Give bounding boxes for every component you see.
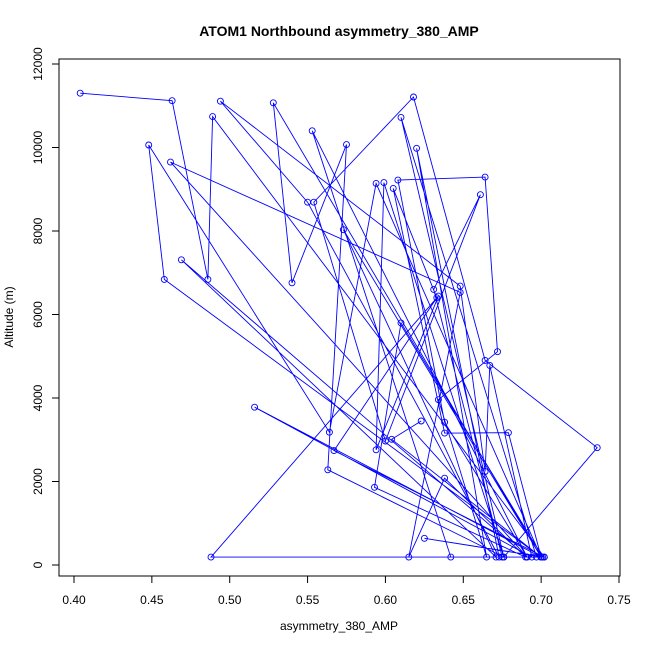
data-point <box>405 553 413 561</box>
data-point <box>371 483 378 491</box>
data-point <box>456 288 464 296</box>
x-axis: 0.40 0.45 0.50 0.55 0.60 0.65 0.70 0.75 <box>62 575 631 607</box>
data-point <box>177 256 185 264</box>
data-point <box>304 198 312 206</box>
data-point <box>481 356 489 364</box>
data-point <box>537 553 545 561</box>
x-tick-label: 0.45 <box>140 593 164 607</box>
data-point <box>486 361 494 369</box>
x-tick-label: 0.55 <box>296 593 320 607</box>
plot-frame <box>58 58 621 577</box>
data-point <box>483 553 491 561</box>
x-axis-label: asymmetry_380_AMP <box>280 619 398 633</box>
y-axis-label: Altitude (m) <box>2 286 16 347</box>
series-layer <box>76 89 601 561</box>
data-point <box>325 428 333 436</box>
data-point <box>434 292 442 300</box>
data-point <box>494 348 501 356</box>
data-point <box>388 435 396 443</box>
data-point <box>492 553 500 561</box>
data-point <box>380 179 388 187</box>
data-point <box>420 534 428 542</box>
data-point <box>593 444 601 452</box>
y-tick-label: 4000 <box>31 384 45 411</box>
data-point <box>441 474 449 482</box>
data-point <box>339 226 347 234</box>
data-point <box>413 144 421 152</box>
data-point <box>410 93 417 101</box>
y-axis: 0 2000 4000 6000 8000 10000 12000 <box>31 47 60 568</box>
y-tick-label: 6000 <box>31 301 45 328</box>
data-point <box>288 279 296 287</box>
data-point <box>372 446 380 454</box>
data-point <box>394 176 402 184</box>
data-point <box>495 553 503 561</box>
data-point <box>209 113 217 121</box>
data-point <box>372 179 380 187</box>
data-point <box>430 285 438 293</box>
y-tick-label: 12000 <box>31 47 45 81</box>
x-tick-label: 0.75 <box>607 593 631 607</box>
data-point <box>500 553 508 561</box>
data-point <box>504 429 512 437</box>
y-tick-label: 8000 <box>31 217 45 244</box>
data-point <box>145 141 153 149</box>
data-point <box>397 113 405 121</box>
y-tick-label: 2000 <box>31 468 45 495</box>
data-point <box>434 396 442 404</box>
y-tick-label: 0 <box>31 561 45 568</box>
data-point <box>433 294 441 302</box>
data-point <box>330 447 338 455</box>
data-point <box>417 417 425 425</box>
data-point <box>381 437 389 445</box>
data-point <box>207 553 215 561</box>
data-point <box>76 89 84 97</box>
series-line <box>80 92 598 559</box>
x-tick-label: 0.60 <box>374 593 398 607</box>
x-tick-label: 0.50 <box>218 593 242 607</box>
data-point <box>447 553 455 561</box>
data-point <box>389 184 397 192</box>
chart-title: ATOM1 Northbound asymmetry_380_AMP <box>199 23 479 39</box>
data-point <box>397 319 405 327</box>
data-point <box>481 468 489 475</box>
data-point <box>308 127 316 135</box>
data-point <box>441 429 449 437</box>
x-tick-label: 0.70 <box>529 593 553 607</box>
x-tick-label: 0.65 <box>452 593 476 607</box>
data-point <box>441 418 449 426</box>
data-point <box>167 158 174 166</box>
data-point <box>204 275 212 283</box>
data-point <box>343 141 350 149</box>
data-point <box>269 99 277 107</box>
data-point <box>251 403 259 411</box>
data-point <box>481 173 489 181</box>
data-point <box>160 275 168 283</box>
y-tick-label: 10000 <box>31 130 45 164</box>
data-point <box>324 466 332 474</box>
data-point <box>523 553 531 561</box>
x-tick-label: 0.40 <box>62 593 86 607</box>
data-point <box>216 97 224 105</box>
data-point <box>168 97 176 105</box>
data-point <box>476 191 484 199</box>
